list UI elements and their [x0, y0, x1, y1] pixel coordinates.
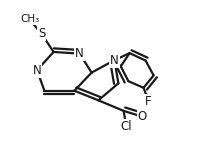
Text: N: N: [33, 64, 41, 77]
Text: F: F: [145, 95, 152, 108]
Text: S: S: [38, 27, 45, 40]
Text: N: N: [110, 54, 119, 67]
Text: O: O: [138, 110, 147, 123]
Text: N: N: [75, 47, 84, 60]
Text: CH₃: CH₃: [20, 15, 39, 24]
Text: Cl: Cl: [121, 120, 132, 133]
